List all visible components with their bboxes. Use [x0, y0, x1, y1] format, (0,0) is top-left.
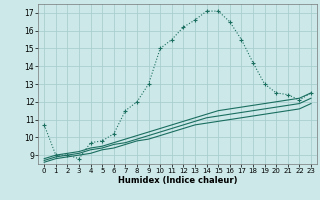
X-axis label: Humidex (Indice chaleur): Humidex (Indice chaleur): [118, 176, 237, 185]
